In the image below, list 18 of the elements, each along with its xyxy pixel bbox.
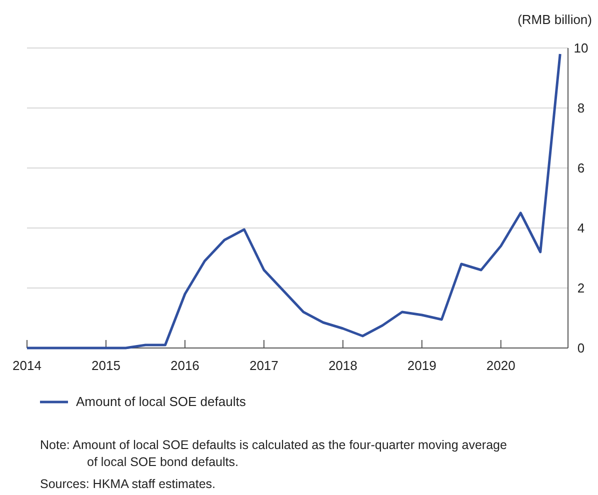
y-tick-label: 6 [577, 160, 585, 176]
x-tick-label: 2019 [407, 358, 436, 373]
y-tick-label: 10 [574, 40, 588, 56]
y-tick-label: 0 [577, 340, 585, 356]
x-tick-label: 2014 [12, 358, 42, 373]
x-tick-label: 2015 [92, 358, 120, 373]
y-tick-label: 4 [577, 220, 585, 236]
y-tick-label: 8 [577, 100, 585, 116]
x-tick-label: 2018 [328, 358, 358, 373]
legend-label: Amount of local SOE defaults [76, 394, 246, 409]
y-axis-title: (RMB billion) [518, 12, 592, 27]
x-tick-label: 2016 [170, 358, 200, 373]
x-tick-label: 2020 [486, 358, 516, 373]
source-note: Sources: HKMA staff estimates. [40, 477, 216, 491]
y-tick-label: 2 [577, 280, 585, 296]
x-tick-label: 2017 [249, 358, 278, 373]
text: Note: Amount of local SOE defaults is calculated as the four-quarter moving average of local SOE bond defaults. [40, 438, 507, 469]
line-series [26, 52, 562, 350]
